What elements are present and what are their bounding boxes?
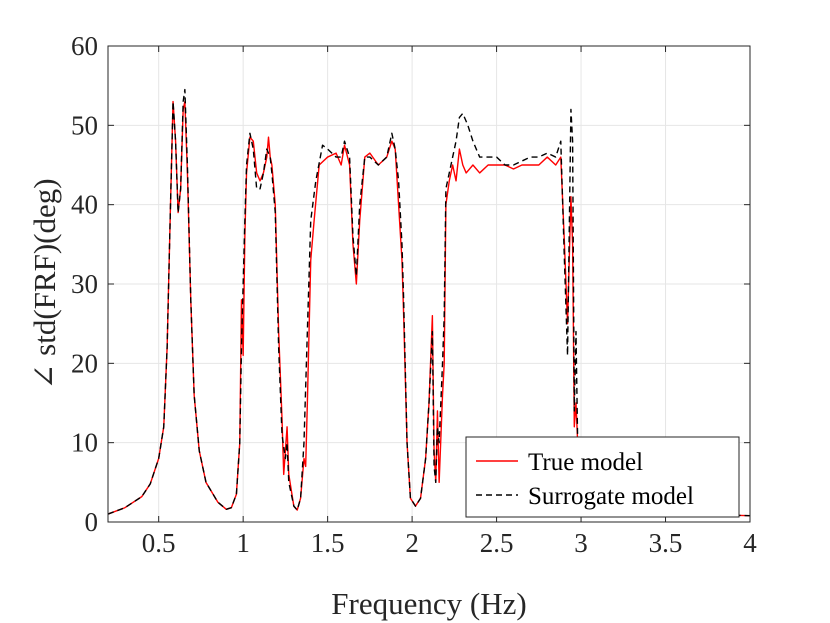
x-tick-label: 3.5 bbox=[649, 528, 683, 558]
y-tick-label: 20 bbox=[71, 348, 98, 378]
y-axis-label: ∠ std(FRF)(deg) bbox=[27, 178, 62, 389]
x-tick-label: 2 bbox=[405, 528, 419, 558]
x-tick-label: 1.5 bbox=[311, 528, 345, 558]
legend-box bbox=[465, 436, 740, 518]
x-tick-label: 4 bbox=[743, 528, 757, 558]
x-tick-label: 3 bbox=[574, 528, 588, 558]
y-tick-label: 0 bbox=[85, 507, 99, 537]
x-axis-label: Frequency (Hz) bbox=[331, 586, 526, 621]
legend-label-surrogate-model: Surrogate model bbox=[528, 483, 694, 510]
legend: True model Surrogate model bbox=[465, 436, 740, 518]
y-tick-label: 30 bbox=[71, 269, 98, 299]
y-tick-label: 40 bbox=[71, 190, 98, 220]
legend-label-true-model: True model bbox=[528, 449, 643, 476]
y-tick-label: 50 bbox=[71, 110, 98, 140]
y-tick-label: 10 bbox=[71, 428, 98, 458]
x-tick-label: 0.5 bbox=[142, 528, 176, 558]
x-tick-label: 1 bbox=[236, 528, 250, 558]
x-tick-label: 2.5 bbox=[480, 528, 514, 558]
y-tick-label: 60 bbox=[71, 31, 98, 61]
series-line-true-model bbox=[107, 100, 579, 515]
series-line-surrogate-model bbox=[107, 88, 579, 515]
